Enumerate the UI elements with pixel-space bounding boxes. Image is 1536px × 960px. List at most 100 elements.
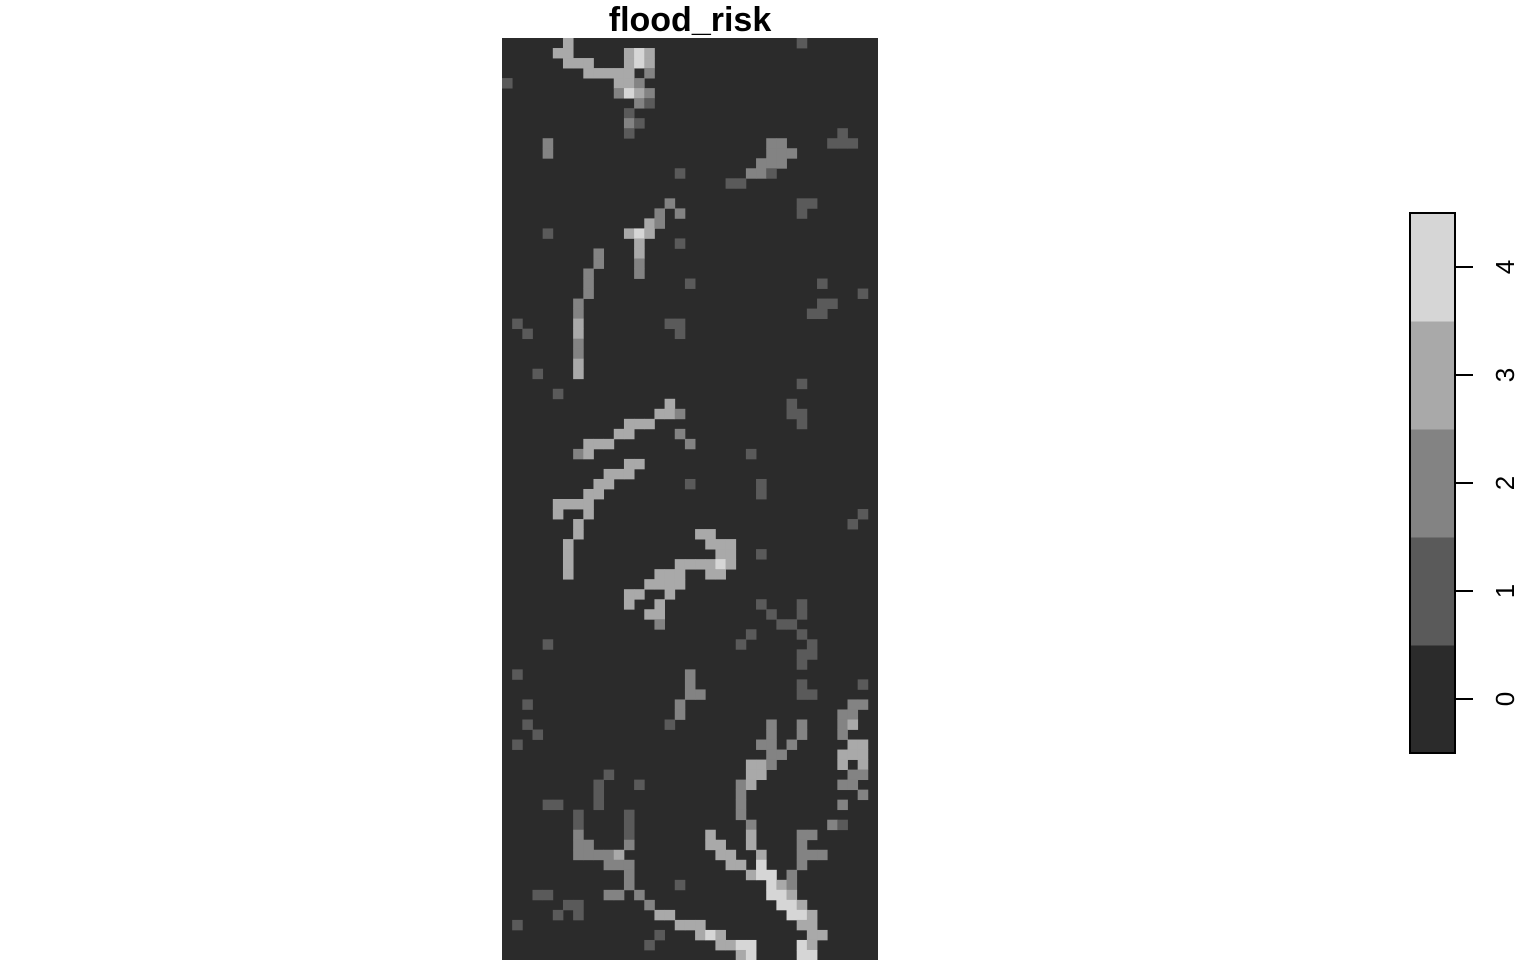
raster-cell — [634, 88, 645, 99]
raster-cell — [623, 48, 635, 59]
raster-cell — [644, 418, 655, 430]
raster-cell — [634, 78, 645, 89]
raster-map — [502, 38, 878, 960]
raster-cell — [837, 759, 848, 770]
raster-cell — [806, 939, 818, 951]
raster-cell — [634, 589, 645, 600]
raster-cell — [837, 709, 848, 720]
raster-cell — [796, 899, 808, 911]
raster-cell — [634, 458, 645, 470]
raster-cell — [806, 829, 818, 841]
raster-cell — [796, 659, 808, 670]
raster-cell — [674, 579, 686, 590]
raster-cell — [562, 559, 574, 570]
raster-cell — [562, 48, 574, 59]
raster-cell — [796, 919, 808, 931]
raster-cell — [573, 358, 584, 370]
raster-cell — [715, 849, 726, 861]
raster-cell — [766, 759, 777, 770]
raster-cell — [847, 749, 859, 760]
raster-cell — [827, 819, 838, 831]
raster-cell — [745, 769, 757, 781]
raster-cell — [695, 919, 706, 931]
legend-tick-label: 4 — [1490, 260, 1520, 274]
legend-swatch — [1410, 537, 1455, 646]
raster-cell — [562, 549, 574, 560]
raster-cell — [562, 38, 574, 49]
raster-cell — [796, 949, 808, 960]
raster-cell — [715, 569, 726, 580]
raster-cell — [573, 899, 584, 911]
raster-cell — [806, 689, 818, 700]
raster-cell — [735, 779, 747, 791]
raster-cell — [806, 198, 818, 209]
raster-cell — [817, 849, 828, 861]
raster-cell — [654, 599, 665, 610]
raster-cell — [857, 679, 869, 690]
raster-cell — [695, 529, 706, 540]
raster-cell — [654, 208, 665, 219]
raster-cell — [847, 779, 859, 791]
raster-cell — [634, 238, 645, 249]
raster-cell — [613, 78, 625, 89]
raster-cell — [664, 198, 676, 209]
raster-cell — [573, 58, 584, 69]
raster-cell — [857, 759, 869, 770]
raster-cell — [745, 759, 757, 770]
raster-cell — [776, 889, 787, 901]
raster-cell — [705, 929, 716, 941]
raster-cell — [837, 719, 848, 730]
raster-cell — [573, 338, 584, 350]
raster-cell — [623, 68, 635, 79]
legend-swatch — [1410, 645, 1455, 754]
raster-cell — [654, 569, 665, 580]
raster-cell — [766, 879, 777, 891]
raster-cell — [603, 769, 615, 781]
raster-cell — [796, 689, 808, 700]
raster-cell — [593, 478, 605, 490]
raster-cell — [786, 148, 798, 159]
raster-cell — [613, 859, 625, 871]
raster-cell — [827, 138, 838, 149]
raster-cell — [715, 939, 726, 951]
raster-cell — [684, 669, 696, 680]
raster-cell — [634, 418, 645, 430]
color-legend: 0 1 2 3 4 — [1409, 212, 1520, 754]
raster-cell — [837, 819, 848, 831]
raster-cell — [756, 599, 767, 610]
raster-cell — [796, 839, 808, 851]
raster-cell — [796, 939, 808, 951]
raster-cell — [705, 529, 716, 540]
chart-title: flood_risk — [608, 1, 772, 39]
raster-cell — [806, 849, 818, 861]
raster-cell — [613, 468, 625, 480]
raster-cell — [786, 899, 798, 911]
raster-cell — [745, 869, 757, 881]
raster-cell — [603, 68, 615, 79]
raster-cell — [766, 739, 777, 750]
raster-cell — [573, 819, 584, 831]
raster-cell — [634, 889, 645, 901]
raster-cell — [796, 729, 808, 740]
legend-frame — [1409, 212, 1456, 754]
raster-cell — [817, 308, 828, 320]
raster-cell — [847, 709, 859, 720]
raster-cell — [664, 318, 676, 330]
raster-cell — [542, 228, 554, 239]
raster-cell — [623, 829, 635, 841]
raster-cell — [634, 98, 645, 109]
raster-cell — [705, 569, 716, 580]
raster-cell — [715, 539, 726, 550]
raster-cell — [806, 639, 818, 650]
raster-cell — [776, 899, 787, 911]
raster-cell — [664, 589, 676, 600]
raster-cell — [756, 549, 767, 560]
raster-cell — [806, 919, 818, 931]
raster-cell — [766, 719, 777, 730]
raster-cell — [745, 629, 757, 640]
raster-cell — [562, 569, 574, 580]
raster-cell — [502, 78, 513, 89]
raster-cell — [623, 468, 635, 480]
raster-cell — [857, 509, 869, 520]
raster-cell — [766, 138, 777, 149]
